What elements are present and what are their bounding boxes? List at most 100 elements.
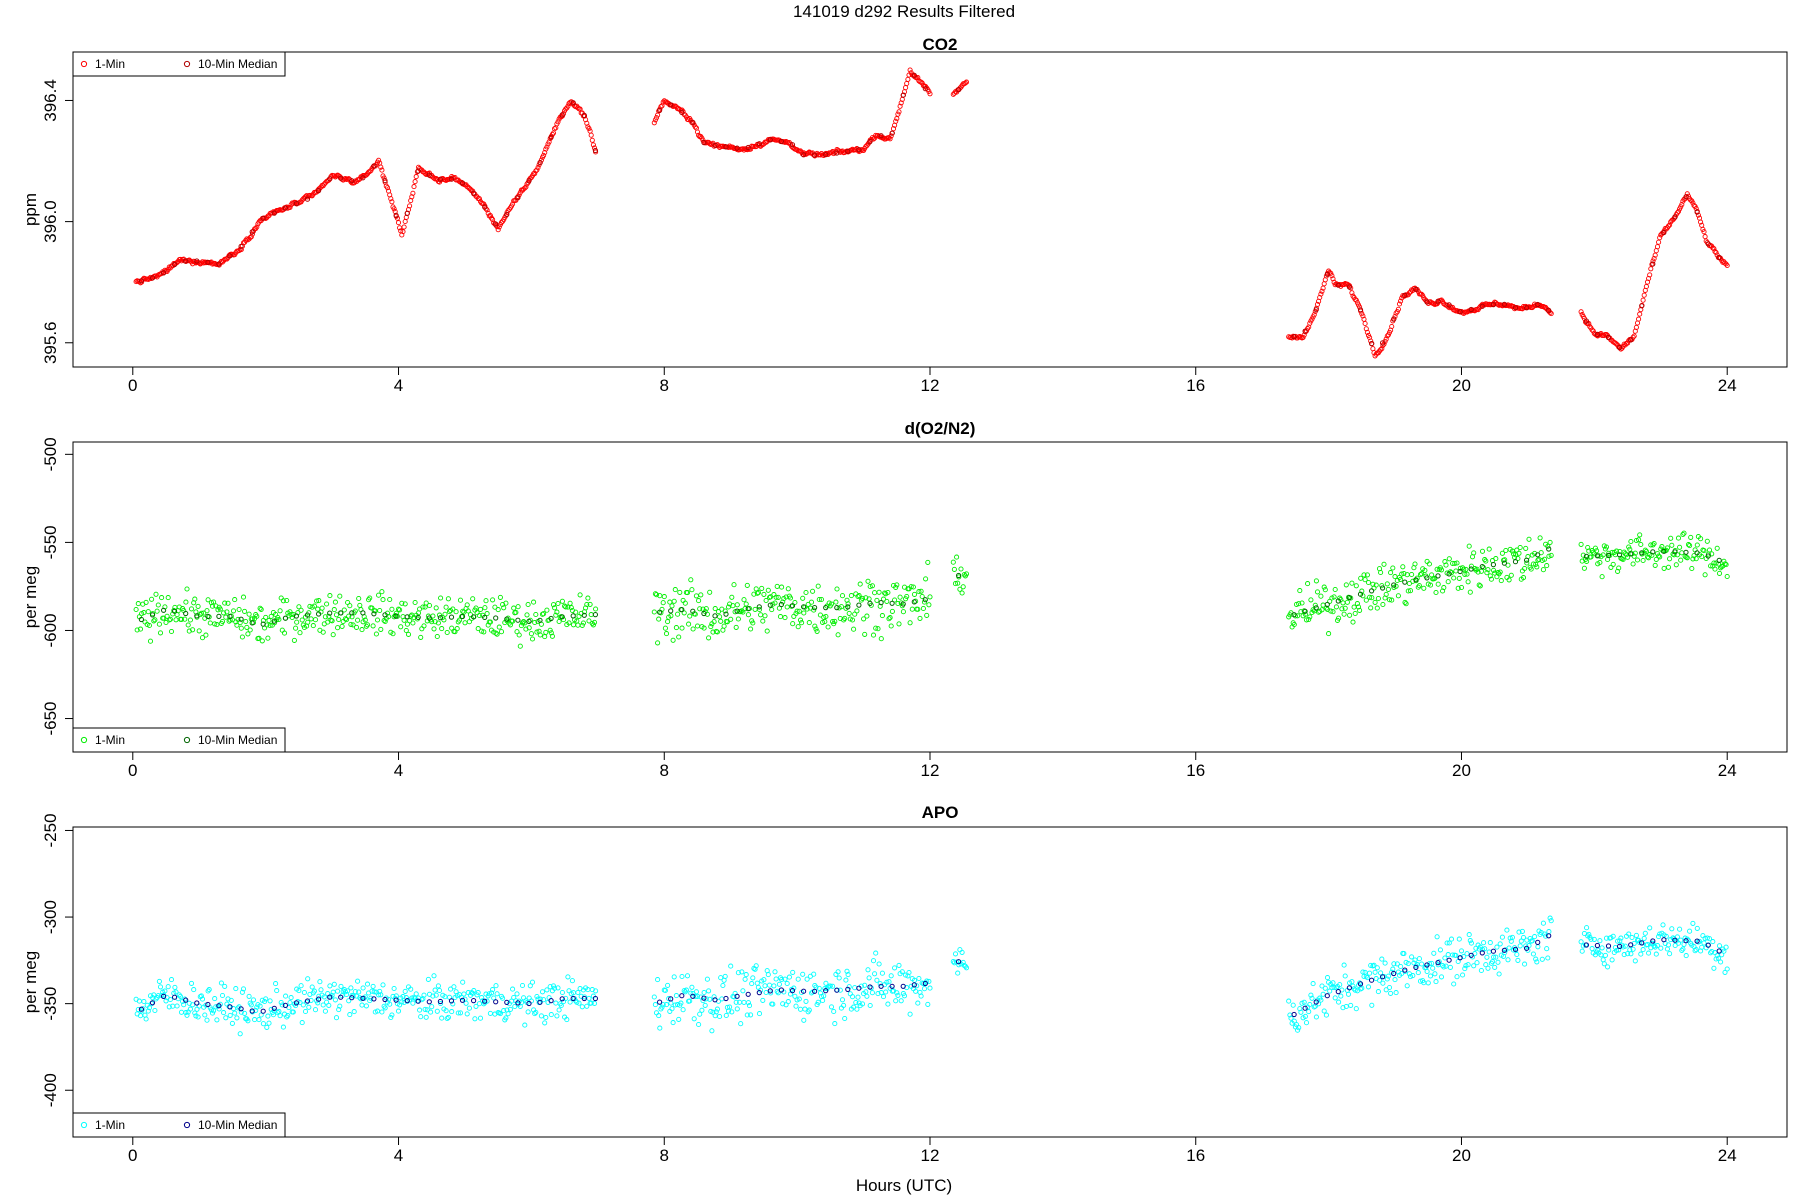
data-point	[1684, 555, 1690, 561]
data-point	[718, 618, 724, 624]
data-point	[357, 602, 363, 608]
data-point	[207, 620, 213, 626]
data-point	[1388, 990, 1394, 996]
data-point	[1545, 543, 1551, 549]
data-point	[553, 1000, 559, 1006]
data-point	[1644, 941, 1651, 948]
data-point	[910, 584, 916, 590]
data-point	[1308, 992, 1314, 998]
data-point	[146, 1005, 152, 1011]
data-point	[1508, 572, 1514, 578]
data-point	[780, 599, 786, 605]
median-point	[712, 997, 718, 1003]
data-point	[1341, 611, 1347, 617]
data-point	[1685, 193, 1692, 199]
median-point	[338, 610, 344, 616]
data-point	[590, 142, 596, 148]
data-point	[1378, 347, 1384, 353]
median-point	[1661, 229, 1667, 236]
data-point	[1642, 547, 1648, 553]
data-point	[1419, 961, 1425, 967]
data-point	[963, 965, 970, 971]
median-point	[1594, 942, 1601, 949]
data-point	[1286, 998, 1292, 1004]
data-point	[277, 1013, 283, 1019]
data-point	[773, 976, 779, 982]
data-point	[575, 622, 581, 628]
data-point	[1684, 191, 1690, 197]
data-point	[1486, 546, 1492, 552]
data-point	[553, 612, 559, 618]
data-point	[655, 977, 661, 983]
data-point	[218, 980, 224, 986]
data-point	[311, 988, 317, 994]
data-point	[1456, 936, 1462, 942]
data-point	[534, 629, 540, 635]
data-point	[701, 989, 707, 996]
data-point	[463, 1000, 469, 1006]
data-point	[782, 976, 788, 982]
median-point	[149, 1000, 156, 1006]
data-point	[1384, 976, 1390, 982]
data-point	[573, 609, 579, 615]
median-point	[1672, 937, 1678, 943]
data-point	[149, 1001, 155, 1007]
data-point	[872, 971, 878, 977]
data-point	[152, 617, 158, 623]
data-point	[681, 988, 687, 994]
data-point	[510, 201, 516, 207]
data-point	[1384, 581, 1390, 587]
data-point	[556, 1007, 562, 1013]
median-point	[911, 599, 917, 605]
data-point	[1344, 599, 1350, 605]
data-point	[1667, 222, 1673, 228]
data-point	[560, 617, 567, 623]
data-point	[1516, 550, 1522, 556]
data-point	[228, 997, 234, 1003]
data-point	[884, 598, 890, 604]
data-point	[1724, 262, 1730, 269]
median-point	[194, 258, 200, 264]
data-point	[899, 969, 905, 975]
data-point	[1664, 545, 1670, 551]
data-point	[379, 1009, 385, 1015]
data-point	[299, 1020, 305, 1026]
data-point	[1321, 281, 1327, 287]
data-point	[760, 997, 766, 1003]
median-point	[1639, 940, 1645, 946]
data-point	[1319, 983, 1325, 989]
data-point	[756, 1011, 763, 1017]
data-point	[222, 983, 228, 989]
median-point	[1424, 962, 1430, 968]
data-point	[389, 199, 395, 205]
data-point	[435, 983, 441, 989]
data-point	[1455, 585, 1461, 591]
data-point	[395, 220, 402, 226]
data-point	[1327, 988, 1333, 994]
median-point	[878, 133, 884, 139]
data-point	[764, 628, 770, 634]
median-point	[1346, 985, 1353, 991]
data-point	[460, 608, 466, 614]
median-point	[1402, 967, 1408, 973]
data-point	[873, 625, 879, 631]
data-point	[586, 618, 592, 624]
data-point	[591, 1000, 598, 1006]
data-point	[814, 628, 820, 634]
data-point	[487, 1010, 493, 1016]
data-point	[192, 596, 198, 602]
x-tick-label: 0	[128, 376, 137, 395]
data-point	[400, 229, 406, 235]
data-point	[888, 623, 894, 629]
data-point	[828, 1004, 835, 1010]
median-point	[723, 611, 729, 617]
data-point	[352, 989, 358, 995]
data-point	[450, 1001, 456, 1007]
data-point	[212, 996, 218, 1002]
data-point	[449, 1009, 455, 1015]
data-point	[267, 998, 273, 1004]
data-point	[1462, 966, 1468, 972]
median-point	[515, 1000, 521, 1006]
data-point	[591, 619, 598, 625]
